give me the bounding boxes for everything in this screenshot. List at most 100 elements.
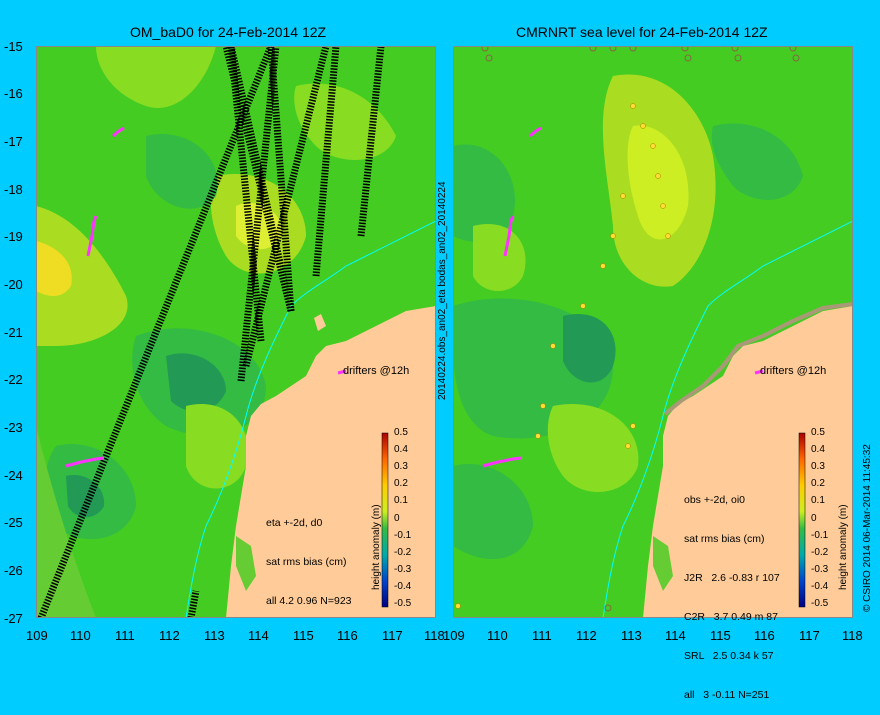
middle-vertical-label: 20140224.obs_an02_eta bodas_an02_2014022…	[437, 181, 448, 400]
right-colorbar-label: height anomaly (m)	[838, 504, 849, 590]
annotation-line: obs +-2d, oi0	[684, 494, 746, 506]
obs-circle	[485, 54, 493, 62]
drifter	[337, 369, 347, 375]
obs-point	[455, 603, 461, 609]
colorbar-tick: 0.3	[811, 461, 825, 472]
obs-point	[630, 103, 636, 109]
annotation-line: all 4.2 0.96 N=923	[266, 595, 352, 607]
left-colorbar-label: height anomaly (m)	[371, 504, 382, 590]
left-map	[36, 46, 436, 618]
annotation-line: all 3 -0.11 N=251	[684, 689, 770, 701]
obs-circle	[609, 46, 617, 52]
obs-point	[610, 233, 616, 239]
obs-point	[580, 303, 586, 309]
y-tick: -17	[4, 134, 23, 149]
colorbar-tick: 0	[394, 513, 400, 524]
colorbar-tick: -0.4	[811, 581, 829, 592]
x-tick: 109	[26, 628, 48, 643]
colorbar-left	[381, 432, 389, 608]
obs-circle	[629, 46, 637, 52]
colorbar-tick: 0.5	[394, 427, 408, 438]
coast-shelf	[663, 302, 853, 416]
y-tick: -15	[4, 39, 23, 54]
x-tick: 117	[799, 628, 820, 643]
colorbar-tick: 0.1	[394, 495, 408, 506]
anomaly-low	[711, 123, 803, 200]
annotation-line: SRL 2.5 0.34 k 57	[684, 650, 774, 662]
obs-point	[625, 443, 631, 449]
x-tick: 112	[576, 628, 597, 643]
obs-point	[655, 173, 661, 179]
x-tick: 113	[621, 628, 642, 643]
anomaly-high	[186, 404, 248, 489]
satellite-track	[242, 46, 330, 367]
island	[314, 314, 326, 331]
obs-circle	[604, 604, 612, 612]
right-map-svg	[453, 46, 853, 618]
shark-bay	[236, 536, 256, 591]
x-tick: 110	[487, 628, 508, 643]
colorbar-tick: -0.3	[394, 564, 412, 575]
colorbar-tick: -0.5	[394, 598, 412, 609]
right-panel-title: CMRNRT sea level for 24-Feb-2014 12Z	[516, 24, 768, 40]
x-tick: 111	[532, 628, 552, 643]
x-tick: 116	[337, 628, 358, 643]
map-frame	[453, 46, 853, 618]
y-tick: -26	[4, 563, 23, 578]
colorbar-tick: -0.1	[394, 530, 412, 541]
copyright-label: © CSIRO 2014 06-Mar-2014 11:45:32	[862, 444, 873, 612]
obs-point	[665, 233, 671, 239]
obs-point	[540, 403, 546, 409]
drifter	[65, 456, 105, 468]
drifter	[503, 215, 515, 257]
obs-circle	[731, 46, 739, 52]
obs-point	[535, 433, 541, 439]
satellite-track	[357, 46, 385, 237]
obs-point	[620, 193, 626, 199]
colorbar-tick: 0	[811, 513, 817, 524]
satellite-track	[267, 46, 295, 312]
satellite-track	[222, 46, 295, 312]
colorbar-tick: 0.5	[811, 427, 825, 438]
anomaly-high	[547, 404, 639, 493]
x-tick: 115	[293, 628, 314, 643]
anomaly-high	[36, 206, 128, 346]
anomaly-mid	[36, 426, 96, 618]
obs-circle	[684, 54, 692, 62]
drifter	[86, 215, 98, 257]
colorbar-tick: 0.3	[394, 461, 408, 472]
obs-point	[640, 123, 646, 129]
x-tick: 109	[443, 628, 465, 643]
x-tick: 114	[248, 628, 269, 643]
x-tick: 110	[70, 628, 91, 643]
anomaly-low	[146, 134, 218, 209]
colorbar-tick: 0.2	[394, 478, 408, 489]
drifter	[482, 456, 522, 468]
colorbar-tick: 0.4	[394, 444, 408, 455]
annotation-line: sat rms bias (cm)	[266, 556, 347, 568]
x-tick: 118	[424, 628, 445, 643]
colorbar-tick: -0.1	[811, 530, 829, 541]
contour-line	[185, 220, 436, 618]
anomaly-high	[96, 46, 216, 108]
shark-bay	[653, 536, 673, 591]
y-tick: -27	[4, 611, 23, 626]
satellite-tracks	[37, 46, 385, 618]
anomaly-low	[453, 464, 533, 560]
x-tick: 113	[204, 628, 225, 643]
colorbar-tick: -0.2	[811, 547, 829, 558]
obs-circle	[589, 46, 597, 52]
colorbar-tick: -0.5	[811, 598, 829, 609]
annotation-line: J2R 2.6 -0.83 r 107	[684, 572, 780, 584]
right-drifter-label: drifters @12h	[760, 365, 827, 377]
map-frame	[36, 46, 436, 618]
colorbar-tick: -0.4	[394, 581, 412, 592]
y-tick: -18	[4, 182, 23, 197]
annotation-line: eta +-2d, d0	[266, 517, 323, 529]
x-tick: 116	[754, 628, 775, 643]
observation-points	[455, 103, 671, 609]
satellite-track	[37, 46, 275, 618]
colorbar-tick: 0.4	[811, 444, 825, 455]
y-tick: -20	[4, 277, 23, 292]
drifter-tracks	[482, 126, 764, 468]
